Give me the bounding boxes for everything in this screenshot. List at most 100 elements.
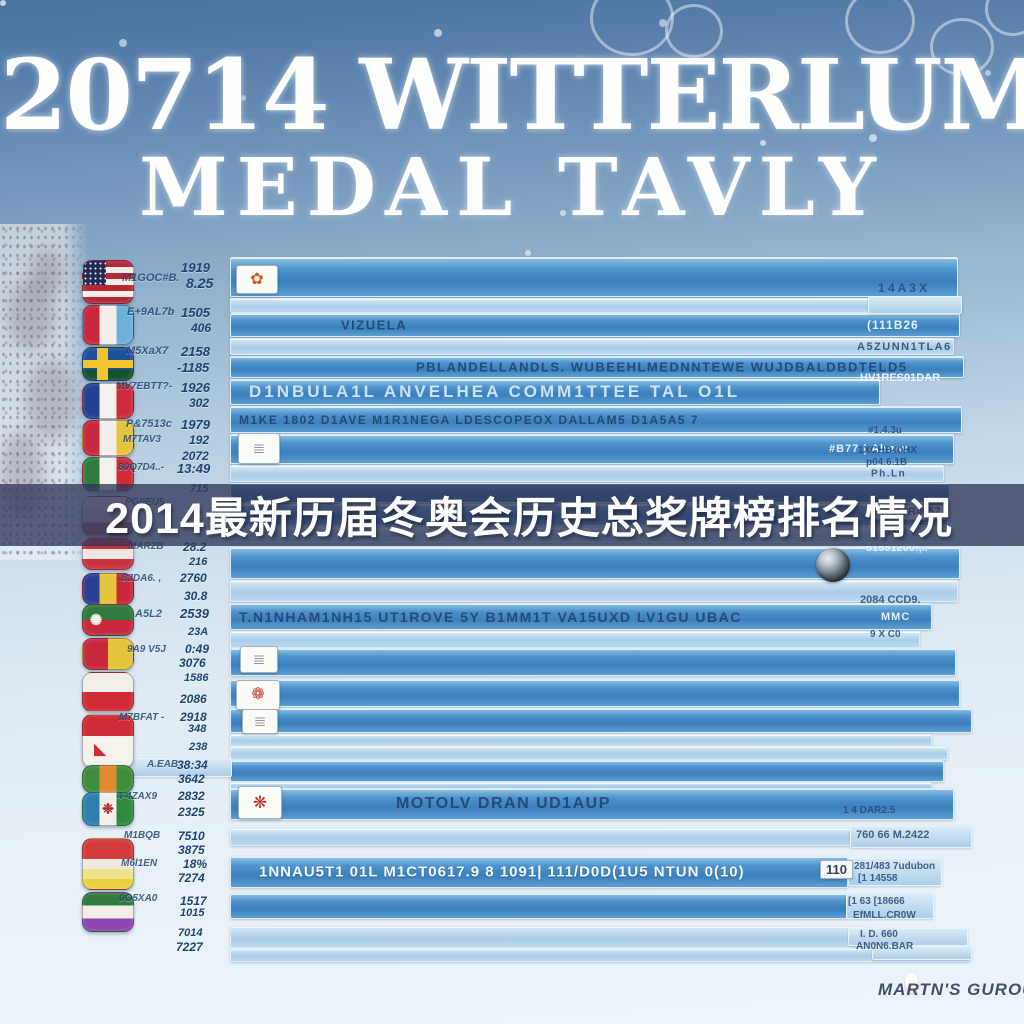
chinese-title-banner: 2014最新历届冬奥会历史总奖牌榜排名情况 xyxy=(0,484,1024,546)
bar-label: #B77 | Ahmw xyxy=(829,443,909,455)
bar-end-label: 2084 CCD9. xyxy=(860,594,921,606)
value-label: 2539 xyxy=(180,606,209,621)
watermark-text: MARTN'S GUROUS E.m xyxy=(878,980,1024,999)
flag-emblem-icon: ◣ xyxy=(94,741,106,758)
value-label: 1979 xyxy=(181,417,210,432)
flag-emblem-icon: ✺ xyxy=(89,612,103,629)
globe-icon xyxy=(816,548,850,582)
value-label: 7274 xyxy=(178,871,205,885)
bar-end-label: 9 X C0 xyxy=(870,629,901,640)
value-label: 302 xyxy=(189,396,210,410)
value-label: -1185 xyxy=(177,360,210,375)
country-name-label: 9A9 V5J xyxy=(127,644,166,655)
bar-end-label: 1 4 DAR2.5 xyxy=(843,805,896,816)
bar-label: MMC xyxy=(881,610,911,623)
flag-16 xyxy=(82,838,134,890)
value-label: 238 xyxy=(189,741,208,753)
page-title-line1: 20714 WITTERLUMDS xyxy=(0,38,1024,152)
flag-11 xyxy=(82,638,134,670)
value-label: 1919 xyxy=(181,260,210,275)
flag-3 xyxy=(82,347,134,381)
flag-1 xyxy=(82,260,134,304)
country-name-label: M1GOC#B. xyxy=(122,272,180,284)
country-name-label: 80Q7D4..- xyxy=(118,462,165,473)
medal-bar xyxy=(230,648,956,676)
medal-bar: 1NNAU5T1 01L M1CT0617.9 8 1091| 111/D0D(… xyxy=(230,856,848,888)
country-name-label: M7BFAT - xyxy=(119,712,165,723)
value-label: 216 xyxy=(189,556,208,568)
maple-icon: ❋ xyxy=(252,793,268,812)
snowflake-doodle-icon xyxy=(845,0,915,54)
bar-label: T.N1NHAM1NH15 UT1ROVE 5Y B1MM1T VA15UXD … xyxy=(239,608,742,625)
medal-bar xyxy=(230,631,920,648)
value-label: 348 xyxy=(188,723,207,735)
flag-5 xyxy=(82,420,134,456)
flag-10: ✺ xyxy=(82,604,134,636)
lines-icon: ≣ xyxy=(253,713,267,730)
banner-title: 2014最新历届冬奥会历史总奖牌榜排名情况 xyxy=(105,495,953,543)
bar-label: Ph.Ln xyxy=(871,468,907,479)
flag-15: ❉ xyxy=(82,792,134,826)
lines-emblem-box: ≣ xyxy=(238,433,280,464)
bar-label: A5ZUNN1TLA6 xyxy=(857,340,952,353)
value-label: 7227 xyxy=(176,940,203,954)
snow-dots xyxy=(0,0,6,6)
medal-bar: #B77 | Ahmw xyxy=(230,434,954,464)
flag-cross xyxy=(83,360,133,368)
country-name-label: P&7513c xyxy=(126,418,172,430)
country-name-label: MAR2B xyxy=(128,541,164,552)
country-name-label: .8JDA6. , xyxy=(119,573,162,584)
medal-bar xyxy=(230,746,948,760)
value-label: 2918 xyxy=(180,710,207,724)
value-label: 2832 xyxy=(178,789,205,803)
value-label: 2760 xyxy=(180,571,207,585)
tree-clump xyxy=(26,360,76,440)
snowflake-doodle-icon xyxy=(665,4,723,58)
flag-2 xyxy=(82,305,134,345)
flower-emblem-box: ❁ xyxy=(236,680,280,710)
value-label: 2072 xyxy=(182,449,209,463)
value-label: 18% xyxy=(183,857,208,871)
medal-bar xyxy=(230,679,960,707)
bar-end-label: 1XCHB40HX xyxy=(858,445,917,456)
bar-segment-chip xyxy=(848,858,942,886)
value-label: 2158 xyxy=(181,344,210,359)
bar-segment-chip xyxy=(846,893,934,919)
value-label: 30.8 xyxy=(184,589,208,603)
bar-label: 1NNAU5T1 01L M1CT0617.9 8 1091| 111/D0D(… xyxy=(259,863,745,881)
medal-bar xyxy=(230,547,960,579)
value-label: 1586 xyxy=(184,672,209,684)
bar-end-label: #1.4.3u xyxy=(868,425,902,436)
value-label: 192 xyxy=(189,433,210,447)
snowflake-doodle-icon xyxy=(985,0,1024,36)
value-label: 2325 xyxy=(178,805,205,819)
bar-end-label: 760 66 M.2422 xyxy=(856,829,930,841)
medal-bar: M1KE 1802 D1AVE M1R1NEGA LDESCOPEOX DALL… xyxy=(230,406,962,433)
tree-clump xyxy=(30,250,64,296)
lines-emblem-box: ≣ xyxy=(242,709,278,734)
medal-bar xyxy=(230,828,872,846)
value-label: 7510 xyxy=(178,829,205,843)
medal-bar xyxy=(230,257,958,297)
lines-icon: ≣ xyxy=(252,440,266,457)
medal-bar: A5ZUNN1TLA6 xyxy=(230,338,954,355)
bar-segment-chip xyxy=(872,946,972,960)
country-name-label: M5XaX7 xyxy=(126,345,169,357)
medal-bar: PBLANDELLANDLS. WUBEEHLMEDNNTEWE WUJDBAL… xyxy=(230,356,964,378)
bar-end-label: p04.6.1B xyxy=(866,457,908,468)
flag-4 xyxy=(82,383,134,419)
watermark: MARTN'S GUROUS E.m▪ xyxy=(878,980,1024,1000)
flag-17 xyxy=(82,892,134,932)
medal-bar xyxy=(230,893,847,919)
value-label: 23A xyxy=(188,626,209,638)
bar-end-label: 281/483 7udubon xyxy=(854,861,936,872)
bar-label: (111B26 xyxy=(867,318,919,332)
country-name-label: MV7EBTT?- xyxy=(116,381,173,392)
value-label: 1517 xyxy=(180,894,207,908)
bar-end-label: [1 14558 xyxy=(858,873,898,884)
flag-14 xyxy=(82,765,134,793)
bar-label: D1NBULA1L ANVELHEA COMM1TTEE TAL O1L xyxy=(249,382,741,401)
bar-end-label: 110 xyxy=(820,860,853,879)
flag-cross xyxy=(97,348,108,380)
flower-icon: ❁ xyxy=(251,686,265,703)
